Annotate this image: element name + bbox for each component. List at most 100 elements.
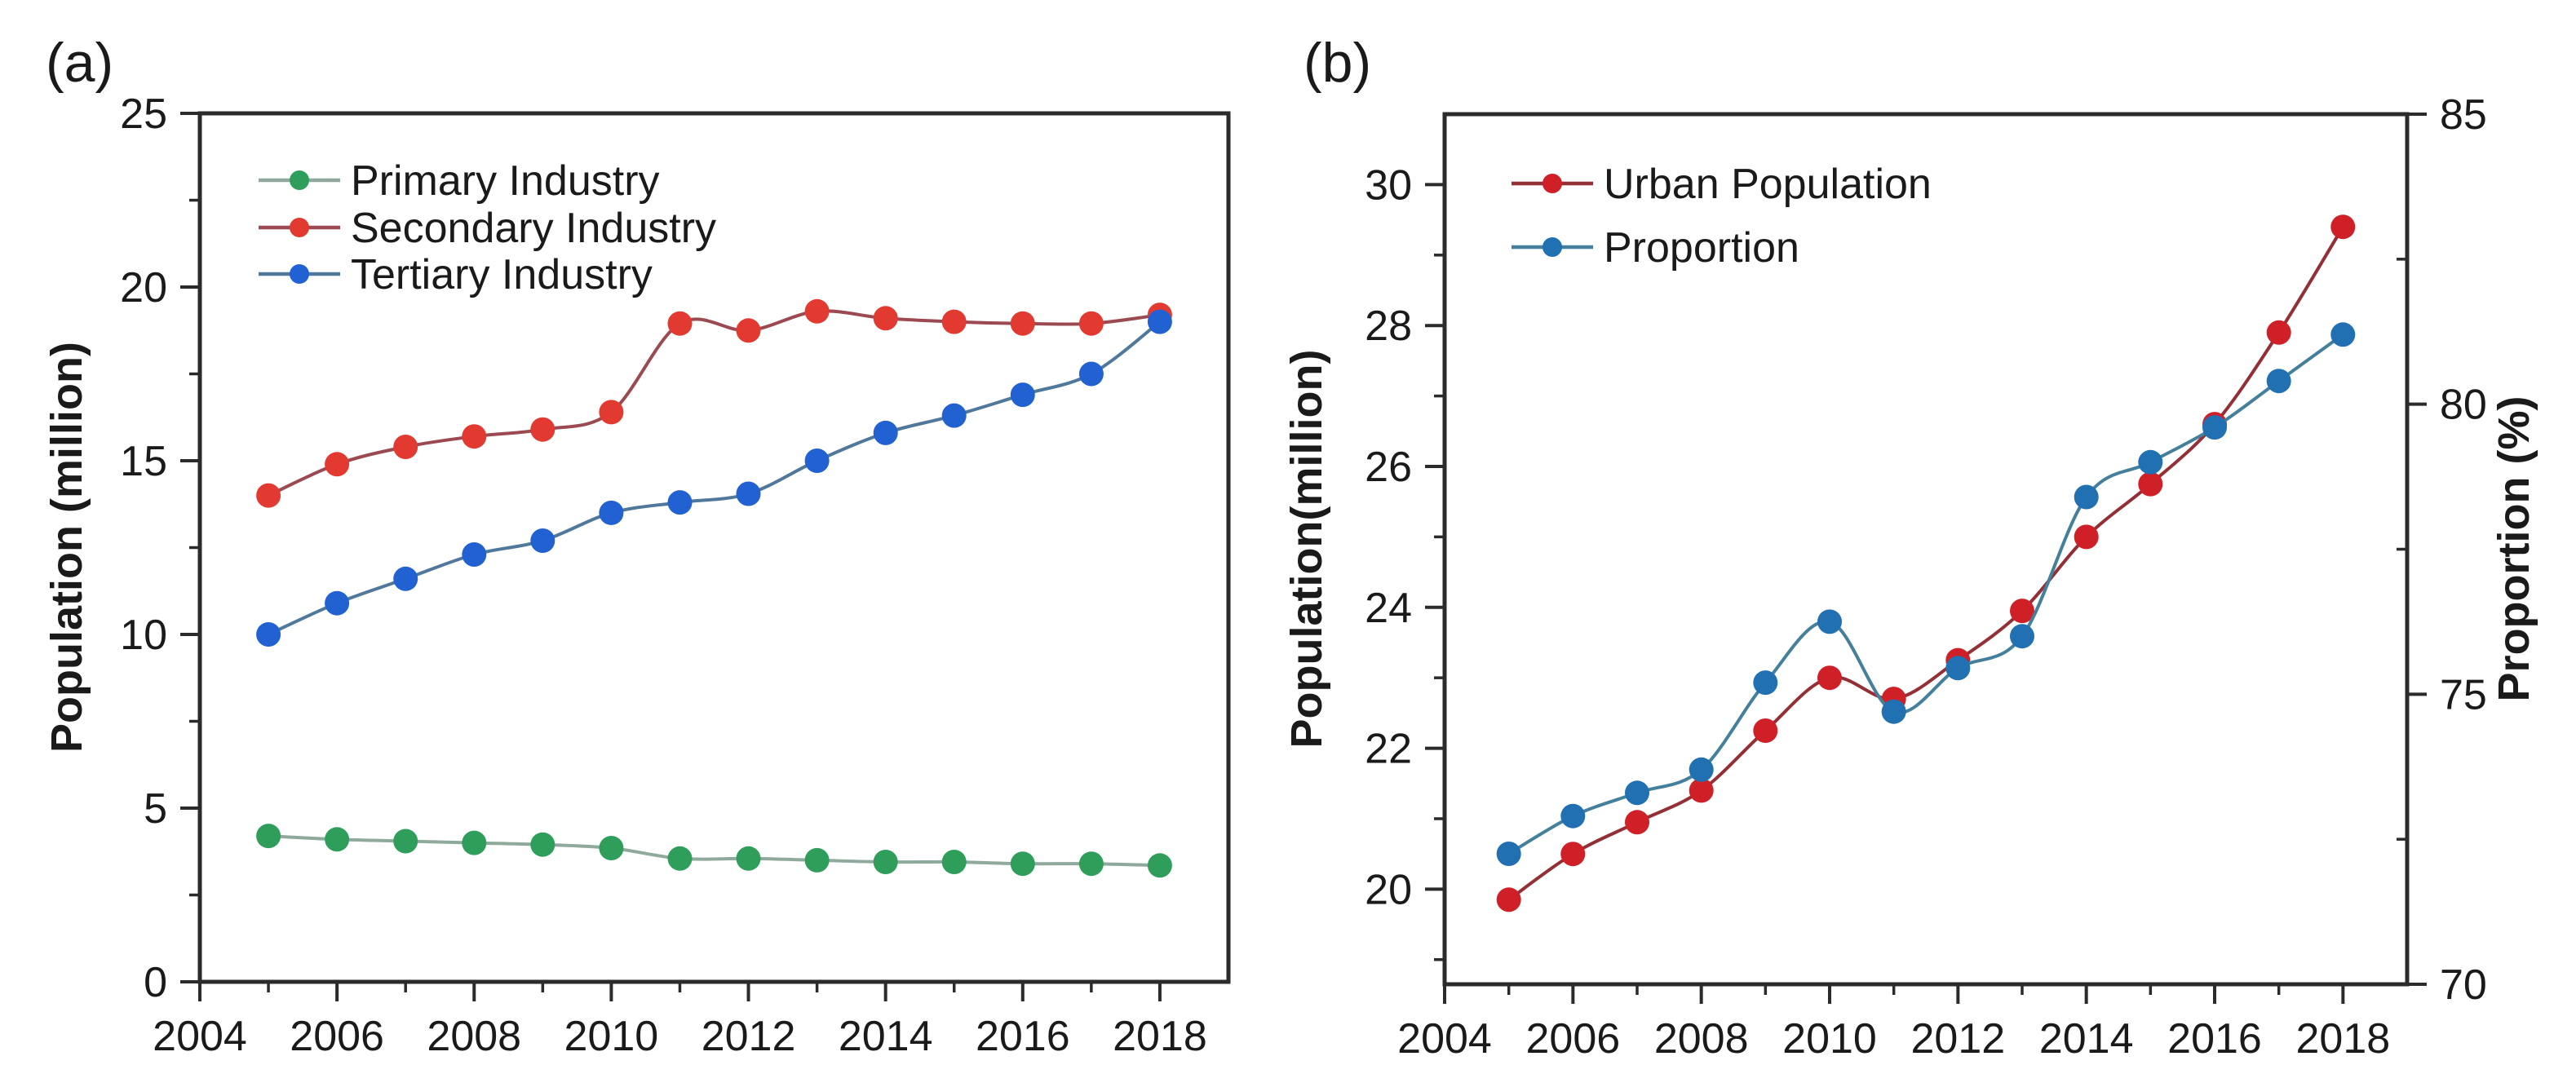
series-marker <box>1147 853 1172 878</box>
series-marker <box>1496 842 1521 866</box>
series-marker <box>2330 214 2356 240</box>
panel-b-left-axis-title: Population(million) <box>1282 350 1331 749</box>
y-tick-label-right: 85 <box>2440 91 2487 139</box>
panel-b-label: (b) <box>1303 32 1371 94</box>
x-tick-label: 2010 <box>564 1013 659 1060</box>
series-marker <box>393 829 418 854</box>
series-marker <box>1147 309 1172 334</box>
x-tick-label: 2012 <box>702 1013 796 1060</box>
series-marker <box>1753 670 1778 696</box>
series-marker <box>1753 718 1778 743</box>
legend-marker <box>290 170 309 190</box>
series-marker <box>873 306 898 331</box>
series-marker <box>2138 449 2163 475</box>
series-marker <box>2266 369 2291 394</box>
series-marker <box>530 417 555 442</box>
panel-a-label: (a) <box>46 32 113 94</box>
y-tick-label-left: 25 <box>120 91 167 138</box>
series-marker <box>599 400 624 425</box>
series-marker <box>2138 471 2163 497</box>
x-tick-label: 2004 <box>153 1013 247 1060</box>
panel-b-right-axis-title: Proportion (%) <box>2490 396 2538 702</box>
series-marker <box>736 846 761 871</box>
series-marker <box>873 850 898 874</box>
series-marker <box>667 311 693 336</box>
series-marker <box>1496 887 1521 913</box>
y-tick-label-left: 15 <box>120 438 167 485</box>
x-tick-label: 2006 <box>1525 1015 1620 1063</box>
series-marker <box>1689 778 1714 803</box>
series-marker <box>941 850 967 874</box>
series-marker <box>599 500 624 525</box>
series-marker <box>462 424 487 449</box>
series-marker <box>1560 842 1586 867</box>
legend-marker <box>1543 237 1562 257</box>
series-marker <box>667 846 693 871</box>
y-tick-label-left: 26 <box>1365 444 1412 491</box>
series-marker <box>736 318 761 343</box>
series-marker <box>1817 609 1842 634</box>
x-tick-label: 2014 <box>839 1013 933 1060</box>
series-marker <box>325 827 350 852</box>
series-marker <box>1625 780 1649 806</box>
series-marker <box>2330 322 2356 347</box>
x-tick-label: 2012 <box>1910 1015 2005 1063</box>
series-marker <box>1010 311 1035 336</box>
panel-a-y-axis-title: Population (million) <box>42 342 91 753</box>
x-tick-label: 2006 <box>290 1013 384 1060</box>
series-marker <box>2010 599 2034 624</box>
legend-marker <box>290 218 309 237</box>
series-marker <box>1625 810 1649 835</box>
x-tick-label: 2016 <box>976 1013 1070 1060</box>
series-marker <box>530 528 555 553</box>
y-tick-label-left: 20 <box>1365 866 1412 913</box>
plot-frame <box>1442 112 2410 987</box>
y-tick-label-left: 30 <box>1365 161 1412 209</box>
series-marker <box>256 824 281 849</box>
legend-label: Primary Industry <box>351 157 660 205</box>
panel-a: (a) Population (million) 2004 2006 2008 201… <box>42 32 1231 1060</box>
x-tick-label: 2004 <box>1397 1015 1492 1063</box>
series-marker <box>462 830 487 855</box>
series-marker <box>2074 524 2099 550</box>
series-marker <box>804 847 830 873</box>
series-marker <box>1881 699 1906 724</box>
series-marker <box>1078 851 1104 877</box>
series-marker <box>804 298 830 324</box>
x-tick-label: 2018 <box>2295 1015 2390 1063</box>
panel-a-plot-area: 2004 2006 2008 2010 2012 2014 2016 2018 0 5 10 15 20… <box>120 91 1231 1060</box>
series-marker <box>325 590 350 616</box>
legend-marker <box>290 264 309 284</box>
series-marker <box>667 490 693 515</box>
panel-b: (b) Population(million) Proportion (%) 2… <box>1282 32 2538 1063</box>
legend-label: Urban Population <box>1604 161 1932 208</box>
series-marker <box>599 836 624 860</box>
y-tick-label-left: 22 <box>1365 726 1412 773</box>
legend-label: Secondary Industry <box>351 205 716 252</box>
y-tick-label-left: 5 <box>144 785 167 833</box>
x-tick-label: 2018 <box>1113 1013 1207 1060</box>
legend-marker <box>1543 174 1562 193</box>
x-tick-label: 2008 <box>427 1013 521 1060</box>
series-marker <box>804 449 830 473</box>
legend-label: Tertiary Industry <box>351 251 653 298</box>
series-line <box>1507 333 2344 855</box>
y-tick-label-left: 10 <box>120 612 167 659</box>
series-marker <box>2074 484 2099 510</box>
series-marker <box>530 832 555 857</box>
series-marker <box>393 566 418 591</box>
x-tick-label: 2014 <box>2039 1015 2134 1063</box>
x-tick-label: 2016 <box>2167 1015 2262 1063</box>
series-marker <box>941 309 967 334</box>
series-marker <box>1689 757 1714 782</box>
panel-b-plot-area: 2004 2006 2008 2010 2012 2014 2016 2018 20 22 24 26… <box>1365 91 2487 1063</box>
series-marker <box>1078 311 1104 336</box>
series-marker <box>256 483 281 508</box>
y-tick-label-left: 24 <box>1365 585 1412 632</box>
y-tick-label-left: 0 <box>144 959 167 1006</box>
series-marker <box>1078 361 1104 387</box>
x-tick-label: 2010 <box>1782 1015 1877 1063</box>
series-marker <box>462 542 487 567</box>
